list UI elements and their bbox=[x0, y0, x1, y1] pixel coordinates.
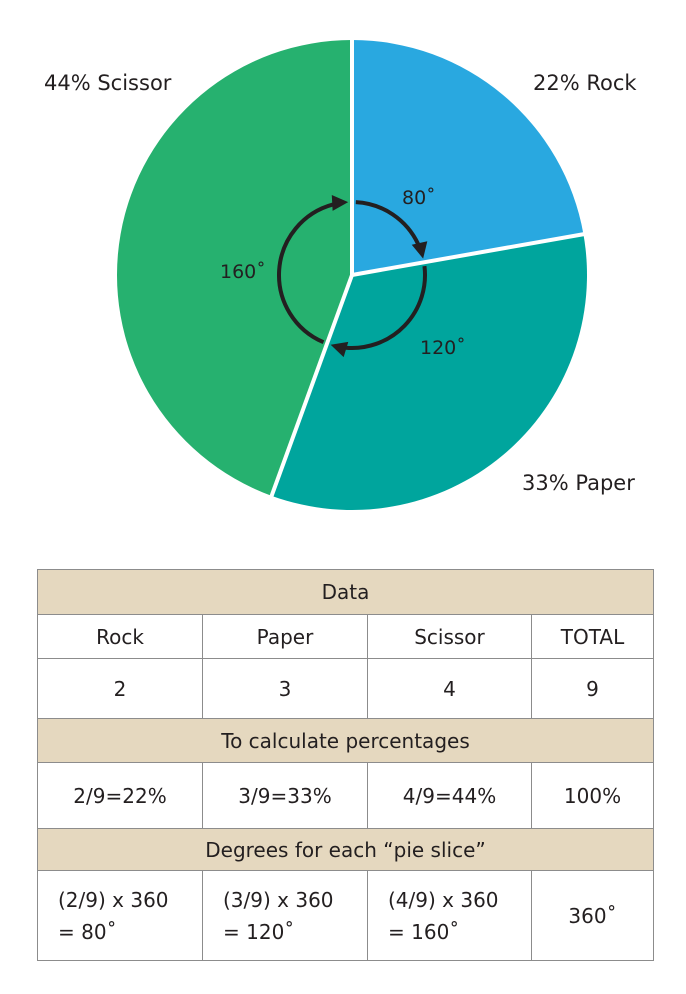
table-row: (2/9) x 360 = 80˚ (3/9) x 360 = 120˚ (4/… bbox=[37, 870, 655, 961]
degrees-rock: (2/9) x 360 = 80˚ bbox=[37, 870, 203, 961]
arrowhead-icon bbox=[411, 241, 428, 259]
angle-arrows bbox=[277, 194, 428, 358]
degrees-paper-line1: (3/9) x 360 bbox=[223, 887, 334, 912]
pie-slice-paper bbox=[271, 234, 588, 511]
slice-label-scissor: 44% Scissor bbox=[44, 71, 172, 95]
count-scissor: 4 bbox=[367, 658, 532, 719]
angle-label-paper: 120˚ bbox=[420, 337, 466, 359]
degrees-scissor-line2: = 160˚ bbox=[388, 919, 460, 944]
count-paper: 3 bbox=[202, 658, 368, 719]
table-row: Rock Paper Scissor TOTAL bbox=[37, 614, 655, 659]
count-total: 9 bbox=[530, 658, 655, 719]
angle-arc-paper bbox=[345, 265, 427, 350]
pie-chart: 44% Scissor 22% Rock 33% Paper 80˚ 120˚ … bbox=[44, 38, 637, 511]
arrowhead-icon bbox=[330, 341, 349, 358]
table-row: 2 3 4 9 bbox=[37, 658, 655, 719]
table-title: Data bbox=[36, 569, 655, 615]
header-paper: Paper bbox=[202, 614, 368, 659]
degrees-paper: (3/9) x 360 = 120˚ bbox=[202, 870, 368, 961]
angle-label-scissor: 160˚ bbox=[220, 261, 266, 283]
degrees-total: 360˚ bbox=[530, 870, 655, 961]
slice-label-rock: 22% Rock bbox=[533, 71, 637, 95]
arrowhead-icon bbox=[331, 194, 349, 211]
angle-arc-rock bbox=[355, 200, 420, 246]
slice-separator bbox=[351, 231, 586, 277]
degrees-paper-line2: = 120˚ bbox=[223, 919, 295, 944]
header-rock: Rock bbox=[37, 614, 203, 659]
table-row: 2/9=22% 3/9=33% 4/9=44% 100% bbox=[37, 762, 655, 829]
count-rock: 2 bbox=[37, 658, 203, 719]
degrees-title: Degrees for each “pie slice” bbox=[36, 828, 655, 871]
data-table: Data Rock Paper Scissor TOTAL 2 3 4 9 To… bbox=[36, 569, 655, 961]
slice-label-paper: 33% Paper bbox=[522, 471, 635, 495]
percentages-title: To calculate percentages bbox=[36, 718, 655, 763]
pct-paper: 3/9=33% bbox=[202, 762, 368, 829]
pct-total: 100% bbox=[530, 762, 655, 829]
pie-slice-scissor bbox=[116, 40, 352, 496]
angle-label-rock: 80˚ bbox=[402, 187, 436, 209]
degrees-rock-line2: = 80˚ bbox=[58, 919, 117, 944]
pct-rock: 2/9=22% bbox=[37, 762, 203, 829]
degrees-scissor-line1: (4/9) x 360 bbox=[388, 887, 499, 912]
degrees-scissor: (4/9) x 360 = 160˚ bbox=[367, 870, 532, 961]
degrees-rock-line1: (2/9) x 360 bbox=[58, 887, 169, 912]
pie-slice-rock bbox=[352, 40, 584, 275]
angle-arc-scissor bbox=[277, 202, 334, 345]
pie-slices bbox=[116, 38, 588, 511]
header-scissor: Scissor bbox=[367, 614, 532, 659]
header-total: TOTAL bbox=[530, 614, 655, 659]
slice-separator bbox=[269, 274, 354, 499]
pct-scissor: 4/9=44% bbox=[367, 762, 532, 829]
